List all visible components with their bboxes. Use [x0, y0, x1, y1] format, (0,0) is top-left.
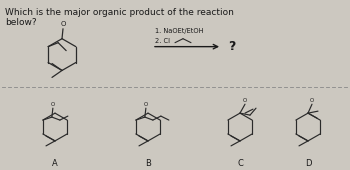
Text: A: A — [52, 159, 58, 168]
Text: O: O — [243, 98, 247, 103]
Text: ?: ? — [228, 40, 235, 53]
Text: O: O — [310, 98, 314, 103]
Text: O: O — [60, 21, 66, 27]
Text: Which is the major organic product of the reaction: Which is the major organic product of th… — [5, 8, 234, 17]
Text: below?: below? — [5, 18, 37, 27]
Text: D: D — [305, 159, 311, 168]
Text: O: O — [144, 102, 148, 107]
Text: O: O — [51, 102, 55, 107]
Text: C: C — [237, 159, 243, 168]
Text: B: B — [145, 159, 151, 168]
Text: 2. Cl: 2. Cl — [155, 38, 170, 44]
Text: 1. NaOEt/EtOH: 1. NaOEt/EtOH — [155, 28, 203, 34]
